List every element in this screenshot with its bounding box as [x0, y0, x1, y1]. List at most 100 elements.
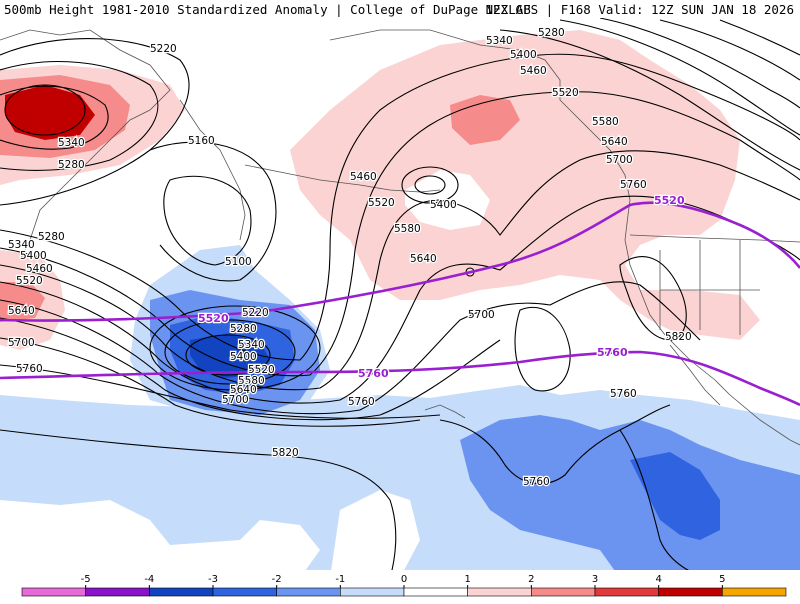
- anomaly-white-sw: [0, 500, 320, 578]
- label-5640-ne: 5640: [601, 136, 628, 148]
- label-5400-ne: 5400: [510, 49, 537, 61]
- colorbar-tick-label: -2: [272, 574, 282, 585]
- map-header: 500mb Height 1981-2010 Standardized Anom…: [0, 0, 800, 18]
- colorbar: -5 -4 -3 -2 -1 0 1 2 3 4 5: [0, 570, 800, 600]
- coast-asia: [0, 29, 171, 261]
- highlight-label-5760-c: 5760: [358, 367, 389, 380]
- contour-5400-n: [401, 166, 459, 204]
- colorbar-tick-label: 5: [719, 574, 725, 585]
- label-5700-w: 5700: [8, 337, 35, 349]
- anomaly-blue-low-core: [190, 333, 270, 378]
- label-5700-n: 5700: [468, 309, 495, 321]
- highlight-label-5520-ne: 5520: [654, 194, 685, 207]
- contour-ne-5: [719, 19, 800, 56]
- colorbar-segment: [85, 587, 150, 597]
- contour-low-5400: [185, 334, 271, 376]
- highlight-5520: [0, 201, 800, 322]
- coast-mexico: [729, 394, 800, 446]
- contour-low-5280: [149, 305, 321, 391]
- label-5280-nw: 5280: [58, 159, 85, 171]
- contour-low-5340: [164, 319, 296, 385]
- colorbar-segment: [403, 587, 468, 597]
- anomaly-red-ne: [290, 30, 760, 340]
- contour-w-2: [0, 91, 800, 377]
- label-5460-w: 5460: [26, 263, 53, 275]
- coast-hawaii: [424, 404, 466, 419]
- header-title: 500mb Height 1981-2010 Standardized Anom…: [4, 2, 531, 17]
- colorbar-svg: -5 -4 -3 -2 -1 0 1 2 3 4 5: [21, 574, 787, 597]
- colorbar-segment: [658, 587, 723, 597]
- colorbar-segment: [276, 587, 341, 597]
- coast-state-lines: [659, 240, 760, 335]
- contour-5400-n-inner: [414, 175, 446, 195]
- highlight-label-5520-w: 5520: [198, 312, 229, 325]
- colorbar-tick-label: -4: [144, 574, 154, 585]
- label-5820-s: 5820: [272, 447, 299, 459]
- highlight-label-5760-e: 5760: [597, 346, 628, 359]
- contour-w-1: [0, 53, 800, 361]
- label-5640-c: 5640: [230, 384, 257, 396]
- label-5700-c: 5700: [222, 394, 249, 406]
- label-5460-n: 5460: [350, 171, 377, 183]
- contour-w-6: [0, 317, 501, 421]
- height-contours: [0, 17, 800, 579]
- highlight-contours: [0, 201, 800, 407]
- contour-5160: [149, 141, 277, 282]
- contour-ne-4: [659, 19, 800, 81]
- label-5760-w: 5760: [16, 363, 43, 375]
- contour-nw-5280: [0, 61, 159, 171]
- colorbar-tick-label: -1: [335, 574, 345, 585]
- label-5160: 5160: [188, 135, 215, 147]
- contour-nw-core: [4, 84, 86, 136]
- colorbar-tick-label: 3: [592, 574, 598, 585]
- label-5760-ne: 5760: [620, 179, 647, 191]
- anomaly-red-w-mid: [0, 282, 45, 322]
- label-5580-ne: 5580: [592, 116, 619, 128]
- label-5220-nw: 5220: [150, 43, 177, 55]
- label-5400-n: 5400: [430, 199, 457, 211]
- label-5340-ne: 5340: [486, 35, 513, 47]
- contour-nw-5340: [0, 85, 109, 150]
- label-5520-n: 5520: [368, 197, 395, 209]
- colorbar-segment: [722, 587, 787, 597]
- contour-nw-5220: [0, 38, 190, 206]
- colorbar-tick-label: 0: [401, 574, 407, 585]
- coast-kamchatka: [179, 99, 246, 241]
- colorbar-segment: [594, 587, 659, 597]
- colorbar-tick-label: 4: [655, 574, 661, 585]
- label-5220-c: 5220: [242, 307, 269, 319]
- coast-alaska: [329, 29, 631, 216]
- anomaly-white-s: [330, 490, 420, 578]
- contour-labels: 5220 5160 5340 5280 5280 5340 5400 5460 …: [7, 26, 693, 490]
- colorbar-segment: [467, 587, 532, 597]
- label-5340-nw: 5340: [58, 137, 85, 149]
- colorbar-segment: [21, 587, 86, 597]
- header-valid-time: 12Z GFS | F168 Valid: 12Z SUN JAN 18 202…: [485, 2, 794, 17]
- coast-bc: [624, 214, 731, 396]
- anomaly-red-nw-core: [5, 85, 95, 140]
- contour-w-3: [0, 150, 800, 391]
- label-5280-w: 5280: [38, 231, 65, 243]
- contour-ne-2: [559, 19, 800, 136]
- colorbar-segment: [340, 587, 405, 597]
- label-5640-w: 5640: [8, 305, 35, 317]
- colorbar-segment: [149, 587, 214, 597]
- colorbar-tick-label: -3: [208, 574, 218, 585]
- contour-ne-1: [499, 29, 800, 171]
- label-5820-e: 5820: [665, 331, 692, 343]
- label-5700-ne: 5700: [606, 154, 633, 166]
- contour-ne-3: [599, 17, 800, 109]
- anomaly-white-ne-hole: [405, 170, 490, 230]
- contour-w-7: [0, 337, 421, 427]
- contour-5100: [163, 175, 252, 266]
- label-5580-c: 5580: [238, 375, 265, 387]
- label-5400-w: 5400: [20, 250, 47, 262]
- colorbar-segment: [531, 587, 596, 597]
- highlight-labels: 5520 5760 5520 5760: [197, 193, 686, 382]
- label-5760-s: 5760: [523, 476, 550, 488]
- colorbar-tick-label: 2: [528, 574, 534, 585]
- label-5340-w: 5340: [8, 239, 35, 251]
- anomaly-blue-se-mid: [460, 415, 800, 578]
- label-5460-ne: 5460: [520, 65, 547, 77]
